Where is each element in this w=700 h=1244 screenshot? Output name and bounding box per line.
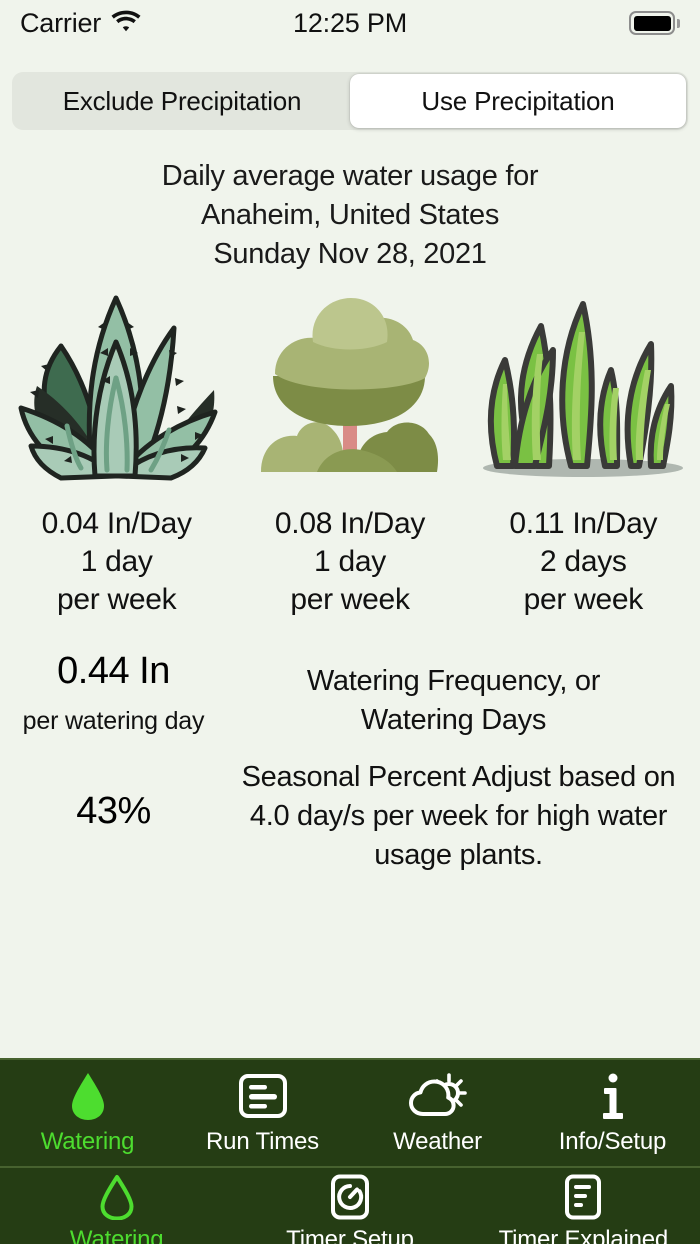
tab-run-times[interactable]: Run Times [175,1060,350,1156]
watering-amount-row: 0.44 In per watering day Watering Freque… [0,650,700,740]
sun-cloud-icon [408,1070,467,1122]
wifi-icon [111,10,141,37]
sub-tab-bar: Watering Timer Setup Time [0,1166,700,1244]
seasonal-adjust-line-1: Seasonal Percent Adjust based on [241,761,676,793]
main-tab-bar: Watering Run Times [0,1058,700,1166]
seasonal-adjust-row: 43% Seasonal Percent Adjust based on 4.0… [0,758,700,875]
plant-icon-row [0,282,700,482]
page-title: Daily average water usage for Anaheim, U… [0,157,700,274]
headline-line-2: Anaheim, United States [200,199,500,231]
tree-days: 1 day [314,545,386,578]
seasonal-adjust-description: Seasonal Percent Adjust based on 4.0 day… [227,758,700,875]
seasonal-adjust-line-3: usage plants. [374,839,543,871]
tab-watering[interactable]: Watering [0,1060,175,1156]
status-bar-left: Carrier [20,8,141,39]
grass-rate: 0.11 In/Day [509,507,658,540]
water-drop-outline-icon [98,1174,136,1220]
subtab-timer-setup-label: Timer Setup [286,1226,414,1244]
agave-period: per week [56,583,177,616]
plant-stats-row: 0.04 In/Day 1 day per week 0.08 In/Day 1… [0,505,700,619]
tab-weather-label: Weather [393,1128,482,1155]
seasonal-adjust-value: 43% [76,790,151,832]
tab-weather[interactable]: Weather [350,1060,525,1156]
agave-rate: 0.04 In/Day [41,507,192,540]
plant-cell-agave [0,282,233,482]
headline-line-3: Sunday Nov 28, 2021 [213,238,487,270]
tab-watering-label: Watering [40,1128,135,1155]
carrier-label: Carrier [20,7,102,38]
watering-frequency-line-2: Watering Days [360,704,547,736]
grass-period: per week [523,583,644,616]
status-bar: Carrier 12:25 PM [0,0,700,46]
subtab-timer-explained-label: Timer Explained [498,1226,669,1244]
plant-stat-grass: 0.11 In/Day 2 days per week [467,505,700,619]
watering-amount-caption: per watering day [22,707,205,735]
timer-icon [330,1174,370,1220]
tab-run-times-label: Run Times [206,1128,319,1155]
plant-cell-grass [467,282,700,482]
subtab-timer-explained[interactable]: Timer Explained [467,1168,700,1244]
subtab-timer-setup[interactable]: Timer Setup [233,1168,466,1244]
segment-use-precipitation[interactable]: Use Precipitation [350,74,686,128]
battery-cap-icon [677,18,680,28]
watering-amount-block: 0.44 In per watering day [0,650,227,736]
status-bar-right [629,11,680,35]
seasonal-adjust-line-2: 4.0 day/s per week for high water [249,800,668,832]
tree-period: per week [290,583,410,616]
battery-full-icon [629,11,675,35]
tree-plant-icon [257,290,442,482]
precipitation-segmented-control[interactable]: Exclude Precipitation Use Precipitation [12,72,688,130]
water-drop-icon [68,1070,108,1122]
grass-days: 2 days [540,545,627,578]
plant-stat-agave: 0.04 In/Day 1 day per week [0,505,233,619]
agave-days: 1 day [80,545,153,578]
tab-info-setup[interactable]: Info/Setup [525,1060,700,1156]
tab-info-setup-label: Info/Setup [558,1128,667,1155]
agave-plant-icon [9,286,224,482]
subtab-watering-label: Watering [69,1226,164,1244]
document-lines-icon [564,1174,602,1220]
segment-exclude-precipitation[interactable]: Exclude Precipitation [62,85,302,116]
watering-amount-value: 0.44 In [57,650,170,692]
subtab-watering[interactable]: Watering [0,1168,233,1244]
tree-rate: 0.08 In/Day [274,507,426,540]
grass-plant-icon [479,288,687,482]
headline-line-1: Daily average water usage for [161,160,539,192]
seasonal-adjust-block: 43% [0,758,227,833]
info-icon [600,1070,626,1122]
plant-stat-tree: 0.08 In/Day 1 day per week [233,505,466,619]
run-times-list-icon [238,1070,288,1122]
plant-cell-tree [233,282,466,482]
watering-frequency-description: Watering Frequency, or Watering Days [227,650,700,740]
watering-frequency-line-1: Watering Frequency, or [306,665,601,697]
